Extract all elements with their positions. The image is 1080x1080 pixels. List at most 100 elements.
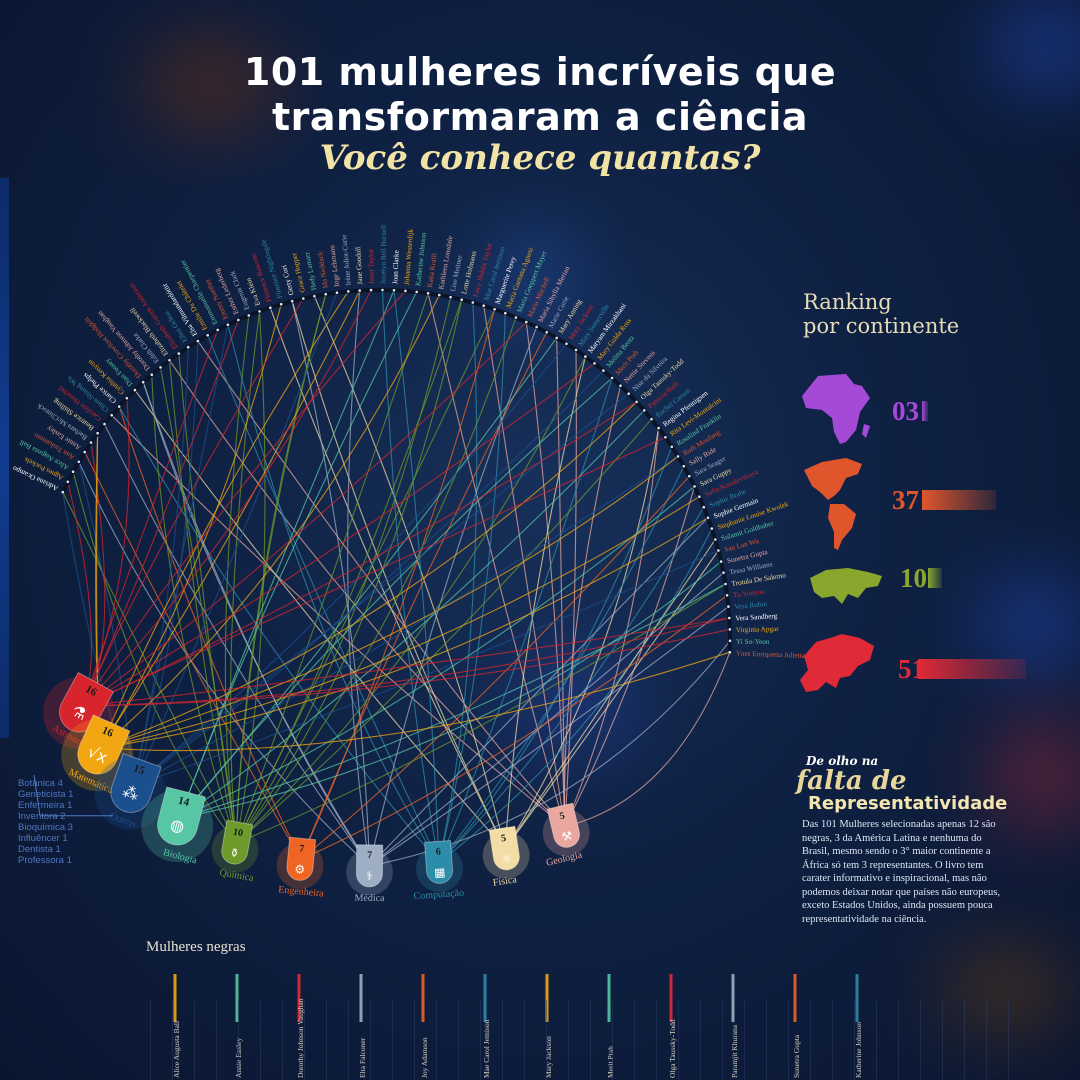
name-node	[77, 460, 81, 464]
negras-bg-line	[634, 1000, 635, 1080]
chord-link	[369, 606, 729, 867]
name-node	[710, 527, 714, 530]
name-node	[196, 339, 200, 343]
name-node	[392, 289, 396, 292]
area-badge: 16⚗	[43, 671, 116, 750]
chord-link	[564, 349, 577, 827]
chord-link	[118, 406, 440, 863]
name-node	[150, 373, 154, 377]
chord-link	[100, 651, 730, 752]
name-node	[676, 455, 680, 458]
representatividade-kicker: De olho na	[806, 754, 879, 768]
name-node	[258, 310, 261, 313]
negras-bg-line	[546, 1000, 547, 1080]
outros-list: Botânica 4 Geneticista 1 Enfermeira 1 In…	[18, 778, 73, 866]
chord-link	[179, 583, 726, 819]
chord-link	[132, 370, 604, 787]
negras-bg-line	[1008, 1000, 1009, 1080]
network-icon: ⁂	[120, 781, 141, 804]
chord-link	[438, 377, 613, 863]
name-node	[714, 538, 717, 541]
area-label: Física	[492, 874, 518, 889]
negras-bg-line	[238, 1000, 239, 1080]
area-count: 10	[232, 827, 244, 840]
chord-link	[82, 362, 595, 707]
bg-glow	[990, 720, 1080, 830]
negras-bg-line	[348, 1000, 349, 1080]
chord-link	[178, 291, 418, 819]
negras-name: Joy Adamson	[420, 1037, 429, 1078]
negras-bg-line	[260, 1000, 261, 1080]
ranking-bar-africa	[922, 401, 928, 421]
area-badge: 16√x	[61, 714, 134, 792]
americas-icon	[804, 458, 862, 550]
chord-link	[197, 340, 566, 827]
chord-link	[438, 302, 478, 863]
chord-link	[291, 301, 506, 850]
chord-link	[82, 398, 130, 707]
bg-glow	[140, 40, 280, 130]
name-node	[693, 485, 696, 488]
name-node	[237, 318, 240, 322]
negras-name: Elta Falconer	[358, 1037, 367, 1078]
name-node	[642, 409, 646, 412]
outros-item: Inventora 2	[18, 811, 66, 822]
area-count: 6	[435, 846, 441, 857]
representatividade-heading: falta de	[796, 766, 907, 796]
name-node	[159, 366, 162, 369]
name-node	[133, 388, 137, 392]
name-node	[449, 295, 452, 299]
name-node	[302, 297, 305, 300]
chord-link	[151, 374, 237, 844]
negras-bg-line	[810, 1000, 811, 1080]
name-node	[602, 369, 605, 372]
negras-bg-line	[216, 1000, 217, 1080]
negras-bg-line	[920, 1000, 921, 1080]
chord-link	[100, 401, 637, 749]
name-node	[719, 560, 723, 563]
chord-link	[179, 561, 722, 819]
chord-link	[438, 528, 713, 863]
chord-link	[556, 337, 566, 827]
negras-bg-line	[392, 1000, 393, 1080]
name-node	[698, 495, 701, 499]
chord-link	[381, 289, 440, 863]
title-line-2: transformaram a ciência	[272, 95, 808, 139]
chord-link	[235, 583, 726, 844]
negras-bar	[793, 974, 797, 1022]
chord-link	[82, 401, 637, 707]
negras-bg-line	[678, 1000, 679, 1080]
chord-link	[393, 290, 440, 863]
name-node	[66, 480, 70, 484]
negras-bg-line	[282, 1000, 283, 1080]
negras-strip: Alice Augusta Ball Annie Easley Dorothy Jo…	[150, 974, 1009, 1080]
name-node	[635, 400, 638, 404]
name-label: Irène Joliot-Curie	[340, 234, 353, 285]
outros-item: Bioquímica 3	[18, 822, 73, 833]
name-label: Jocelyn Bell Burnell	[380, 225, 388, 284]
bg-glow	[520, 660, 630, 750]
negras-bar	[173, 974, 177, 1022]
negras-bg-line	[414, 1000, 415, 1080]
area-badge: 15 ⁂	[94, 753, 167, 830]
area-shape	[286, 836, 317, 881]
negras-bar	[483, 974, 487, 1022]
name-node	[279, 302, 283, 306]
chord-link	[300, 475, 690, 860]
area-label: Química	[219, 867, 255, 884]
name-label: Vera Sandberg	[735, 612, 778, 623]
name-node	[727, 605, 730, 608]
outros-connector	[33, 774, 114, 817]
negras-bg-line	[766, 1000, 767, 1080]
name-node	[482, 304, 486, 308]
name-node	[728, 628, 732, 631]
negras-bg-line	[898, 1000, 899, 1080]
chord-link	[178, 353, 237, 844]
chord-link	[525, 322, 566, 827]
negras-bg-line	[986, 1000, 987, 1080]
ranking-value-asia: 10	[900, 563, 927, 593]
chord-link	[169, 359, 566, 828]
name-node	[206, 334, 209, 337]
name-node	[103, 422, 106, 426]
negras-name: Dorothy Johnson Vaughan	[296, 998, 305, 1078]
